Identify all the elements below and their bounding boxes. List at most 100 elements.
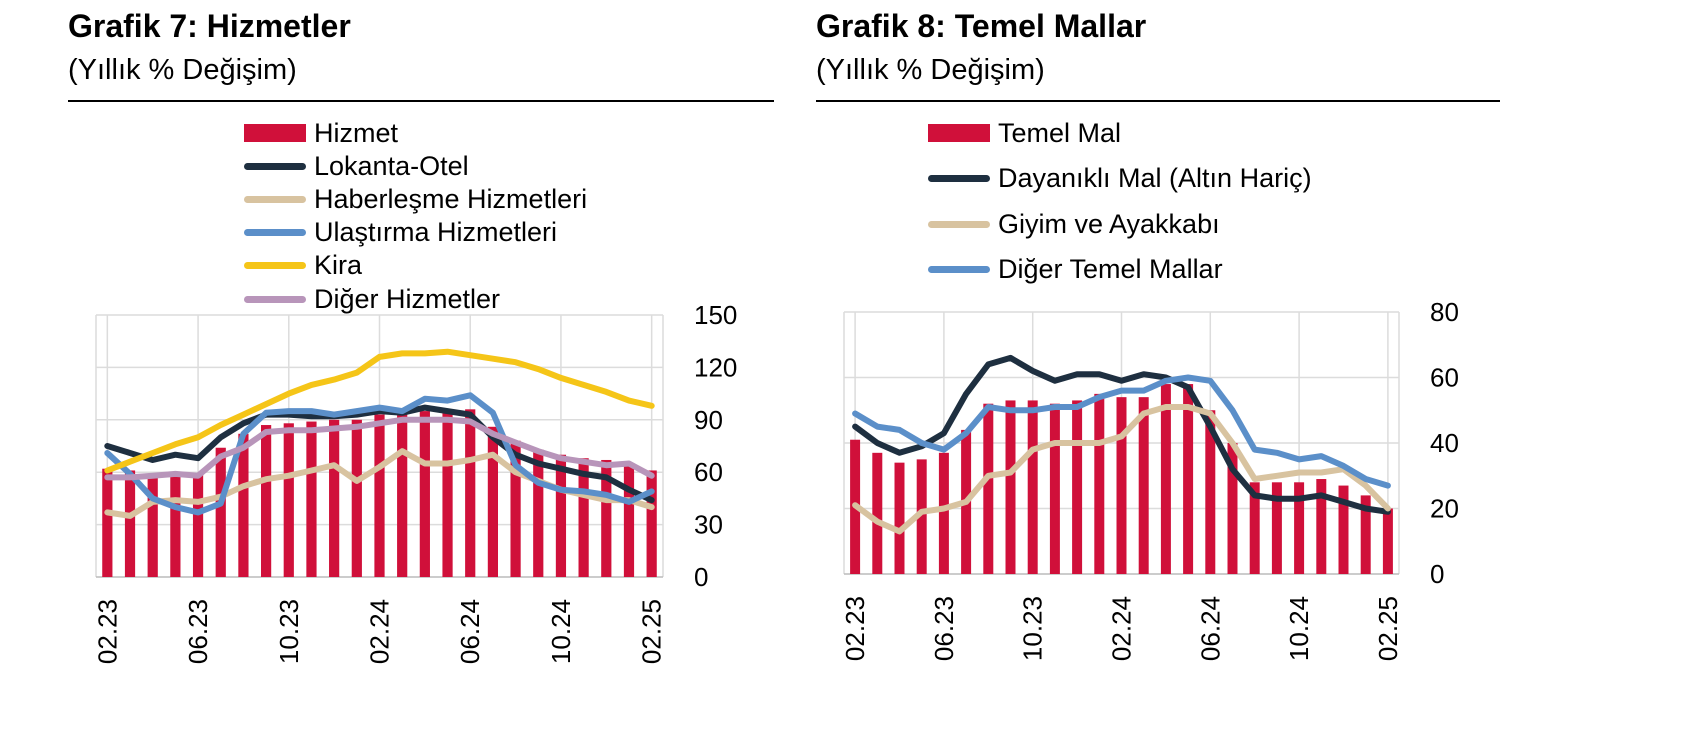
x-tick-label: 06.23 [929,596,959,661]
bar [306,421,317,577]
bar [1160,384,1171,574]
bar [419,411,430,577]
bar [215,447,226,577]
series-line [852,404,1391,535]
series-line [104,404,655,504]
bar [510,440,521,577]
bar [1294,482,1305,574]
x-tick-label: 02.23 [92,599,122,664]
series-line [852,354,1391,515]
bar [938,452,949,574]
legend-swatch [928,266,990,273]
y-tick-label: 150 [694,300,737,330]
chart-panel-grafik-8: Grafik 8: Temel Mallar (Yıllık % Değişim… [816,0,1682,740]
y-tick-label: 80 [1430,297,1459,327]
bar [147,477,158,577]
chart-panel-grafik-7: Grafik 7: Hizmetler (Yıllık % Değişim) H… [0,0,840,740]
bar [170,475,181,577]
bar [1138,397,1149,574]
bar [1072,400,1083,574]
y-tick-label: 60 [1430,363,1459,393]
legend-swatch [244,229,306,237]
bar [329,419,340,577]
series-line [104,348,655,474]
x-tick-label: 02.25 [637,599,667,664]
series-line [104,416,655,481]
x-tick-label: 10.24 [1284,596,1314,661]
legend-item: Temel Mal [928,116,1121,150]
bar [283,423,294,577]
legend-label: Hizmet [314,117,399,148]
bar [1249,482,1260,574]
bar [646,470,657,577]
y-tick-label: 20 [1430,494,1459,524]
legend-label: Diğer Temel Mallar [998,254,1223,284]
legend-swatch [244,295,306,303]
x-tick-label: 06.24 [1195,596,1225,661]
y-tick-label: 0 [1430,559,1444,589]
legend-label: Kira [314,250,363,281]
bar [1049,403,1060,574]
bar [260,425,272,577]
bar [238,433,249,577]
legend-label: Giyim ve Ayakkabı [998,208,1220,239]
legend-swatch [244,162,306,170]
bar [983,403,994,574]
bar [124,470,136,577]
chart-title: Grafik 7: Hizmetler [68,8,351,44]
x-tick-label: 02.24 [1107,596,1137,661]
y-tick-label: 120 [694,352,737,382]
legend-item: Hizmet [244,116,398,150]
chart-plot: 0 20 40 60 80 02.23 06.23 10.23 02.24 06.24 10.24 0… [840,297,1459,661]
legend-label: Lokanta-Otel [314,150,469,181]
legend-item: Lokanta-Otel [244,149,469,183]
legend-swatch [928,124,990,142]
chart-plot: 0 30 60 90 120 150 02.23 06.23 10.23 02.24 06.24 10… [92,300,737,664]
bar [894,462,905,574]
chart-subtitle: (Yıllık % Değişim) [68,54,297,86]
bar [487,426,499,577]
bar [916,459,927,574]
series-line [104,392,655,516]
x-tick-label: 06.23 [183,599,213,664]
x-tick-label: 10.24 [546,599,576,664]
legend-label: Ulaştırma Hizmetleri [314,217,558,248]
legend-swatch [244,262,306,270]
bar [872,452,883,574]
bar [102,468,113,577]
legend-item: Kira [244,249,362,283]
x-tick-label: 06.24 [455,599,485,664]
legend-item: Ulaştırma Hizmetleri [244,216,557,250]
chart-subtitle: (Yıllık % Değişim) [816,54,1045,86]
bar [533,449,544,577]
bar [351,419,362,577]
y-tick-label: 40 [1430,428,1459,458]
bar [1271,482,1282,574]
chart-title: Grafik 8: Temel Mallar [816,8,1147,44]
bar [1027,400,1038,574]
y-tick-label: 90 [694,405,723,435]
bar [1116,397,1127,574]
bar [374,414,385,577]
legend-swatch [244,195,306,203]
x-tick-label: 02.24 [365,599,395,664]
y-tick-label: 0 [694,562,708,592]
bar [397,412,408,577]
legend-label: Diğer Hizmetler [314,283,501,314]
legend-item: Diğer Hizmetler [244,282,500,316]
bar [1360,495,1371,574]
legend-swatch [244,124,306,142]
series-line [852,374,1391,489]
x-tick-label: 02.25 [1373,596,1403,661]
bar [1382,508,1393,574]
y-tick-label: 60 [694,457,723,487]
bar [1205,410,1216,574]
legend-item: Diğer Temel Mallar [928,253,1223,287]
legend-label: Haberleşme Hizmetleri [314,183,588,214]
bar [1227,443,1238,574]
y-tick-label: 30 [694,510,723,540]
legend-swatch [928,220,990,228]
legend-item: Dayanıklı Mal (Altın Hariç) [928,162,1312,196]
bar [465,409,476,577]
bar-series [102,409,657,577]
